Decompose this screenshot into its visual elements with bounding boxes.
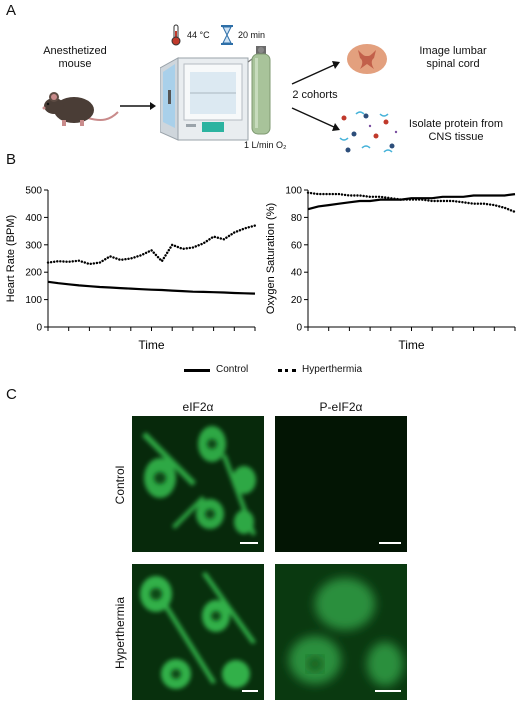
y-axis-label: Heart Rate (BPM) [5, 215, 17, 302]
legend-hyperthermia-swatch [278, 369, 296, 372]
micrograph-control-p-eif2a [275, 416, 407, 552]
arrow-down [291, 107, 340, 131]
panel-c-letter: C [6, 386, 17, 403]
legend-hyperthermia-label: Hyperthermia [302, 364, 363, 375]
row-label-control: Control [113, 465, 127, 505]
x-axis-label: Time [138, 338, 165, 352]
legend: Control Hyperthermia [180, 362, 380, 378]
row-label-hyperthermia: Hyperthermia [113, 596, 127, 670]
y-tick-label: 0 [296, 323, 302, 334]
y-tick-label: 40 [291, 268, 303, 279]
temperature-label: 44 °C [187, 30, 210, 40]
oxygen-tank-illustration [251, 46, 271, 135]
y-axis-label: Oxygen Saturation (%) [265, 203, 277, 314]
scale-bar [240, 542, 258, 544]
duration-label: 20 min [238, 30, 266, 40]
y-tick-label: 20 [291, 295, 303, 306]
thermometer-icon [171, 24, 181, 46]
panel-b-letter: B [6, 151, 17, 168]
y-tick-label: 400 [25, 213, 42, 224]
legend-control-swatch [184, 369, 210, 372]
legend-control-label: Control [216, 364, 249, 375]
heart-rate-chart: 0 100 200 300 400 500 Time Heart Rate (BPM) [5, 186, 257, 352]
mouse-illustration [42, 92, 119, 126]
y-tick-label: 0 [36, 323, 42, 334]
series-hyperthermia-line [46, 224, 257, 266]
col-label-p-eif2a: P-eIF2α [319, 400, 363, 414]
panel-a-letter: A [6, 2, 17, 19]
hourglass-icon [221, 25, 233, 45]
scale-bar [379, 542, 401, 544]
col-label-eif2a: eIF2α [182, 400, 214, 414]
outcome-bottom-label: Isolate protein from CNS tissue [408, 118, 504, 143]
oxygen-saturation-chart: 0 20 40 60 80 100 Time Oxygen Saturation (%) [265, 186, 517, 352]
micrograph-hyperthermia-eif2a [132, 564, 264, 700]
protein-illustration [339, 111, 398, 153]
y-tick-label: 80 [291, 213, 303, 224]
outcome-top-label: Image lumbar spinal cord [419, 45, 487, 70]
series-control-line [307, 193, 516, 211]
mouse-label: Anesthetized mouse [43, 45, 107, 70]
y-tick-label: 100 [285, 186, 302, 197]
micrograph-hyperthermia-p-eif2a [275, 564, 407, 700]
spinal-cord-illustration [347, 44, 387, 74]
series-control-line [47, 280, 256, 295]
series-hyperthermia-line [306, 191, 517, 214]
cohorts-label: 2 cohorts [292, 89, 338, 101]
scale-bar [375, 690, 401, 692]
y-tick-label: 500 [25, 186, 42, 197]
y-tick-label: 200 [25, 268, 42, 279]
x-axis-label: Time [398, 338, 425, 352]
micrograph-control-eif2a [132, 416, 264, 552]
arrow-to-chamber [120, 102, 156, 110]
flow-label: 1 L/min O₂ [244, 140, 287, 150]
y-tick-label: 100 [25, 295, 42, 306]
y-tick-label: 300 [25, 240, 42, 251]
scale-bar [242, 690, 258, 692]
heating-chamber-illustration [160, 55, 257, 141]
arrow-up [291, 61, 340, 85]
y-tick-label: 60 [291, 240, 303, 251]
